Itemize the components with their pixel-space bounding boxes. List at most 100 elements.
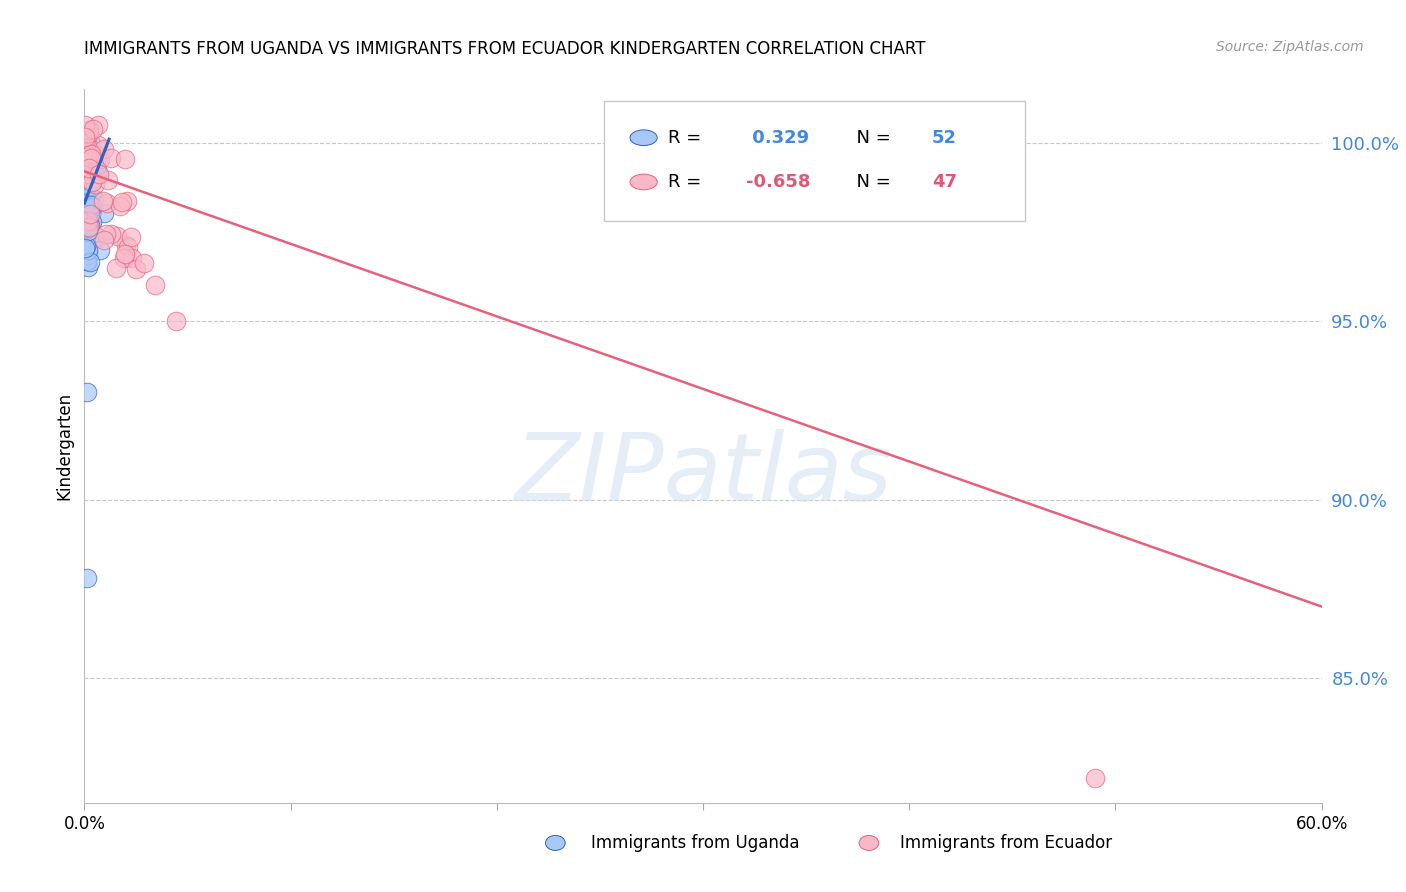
Circle shape: [859, 836, 879, 850]
Point: [76, 167, 98, 181]
Point: [86, 166, 108, 180]
Point: [76, 155, 98, 169]
Text: Immigrants from Uganda: Immigrants from Uganda: [591, 834, 799, 852]
Point: [82, 170, 104, 185]
Point: [77, 169, 100, 183]
Y-axis label: Kindergarten: Kindergarten: [55, 392, 73, 500]
Point: [80, 200, 103, 214]
Text: N =: N =: [845, 173, 897, 191]
Point: [77, 220, 100, 235]
Circle shape: [546, 836, 565, 850]
Point: [75, 196, 97, 211]
Point: [76, 385, 98, 400]
Point: [76, 253, 98, 268]
Point: [77, 243, 100, 257]
Point: [143, 277, 166, 292]
Point: [79, 207, 101, 221]
Point: [100, 151, 122, 165]
Point: [79, 151, 101, 165]
Point: [117, 240, 139, 254]
Text: R =: R =: [668, 173, 707, 191]
Text: ZIPatlas: ZIPatlas: [515, 429, 891, 520]
Point: [96, 196, 118, 211]
Point: [80, 192, 103, 206]
Point: [100, 227, 122, 242]
Text: -0.658: -0.658: [747, 173, 811, 191]
Point: [75, 147, 97, 161]
Point: [82, 122, 104, 136]
Point: [104, 261, 127, 276]
Point: [80, 174, 103, 188]
Point: [75, 127, 97, 141]
Point: [76, 224, 98, 238]
Point: [75, 182, 97, 196]
Point: [83, 192, 105, 206]
Point: [89, 244, 111, 258]
Point: [125, 261, 148, 276]
Point: [84, 177, 107, 191]
Circle shape: [630, 174, 657, 190]
Point: [76, 571, 98, 585]
Point: [75, 158, 97, 172]
Point: [165, 314, 187, 328]
FancyBboxPatch shape: [605, 102, 1025, 221]
Point: [82, 175, 104, 189]
Text: Immigrants from Ecuador: Immigrants from Ecuador: [900, 834, 1112, 852]
Point: [75, 171, 97, 186]
Point: [114, 246, 136, 260]
Point: [75, 239, 97, 253]
Point: [87, 138, 110, 153]
Point: [77, 260, 100, 275]
Point: [1084, 771, 1107, 785]
Point: [76, 145, 98, 159]
Point: [79, 255, 101, 269]
Point: [87, 148, 110, 162]
Point: [76, 136, 98, 150]
Point: [87, 118, 110, 132]
Point: [75, 130, 97, 145]
Text: 47: 47: [932, 173, 957, 191]
Point: [75, 219, 97, 234]
Point: [89, 152, 111, 166]
Point: [73, 204, 96, 219]
Point: [80, 146, 103, 161]
Point: [73, 219, 96, 234]
Point: [94, 227, 117, 242]
Point: [77, 126, 100, 140]
Text: 0.329: 0.329: [747, 128, 810, 146]
Point: [75, 145, 97, 160]
Point: [93, 142, 115, 156]
Point: [76, 206, 98, 220]
Point: [75, 191, 97, 205]
Point: [86, 229, 108, 244]
Text: 52: 52: [932, 128, 957, 146]
Point: [77, 248, 100, 262]
Text: N =: N =: [845, 128, 897, 146]
Point: [105, 228, 128, 243]
Point: [79, 218, 101, 232]
Point: [75, 118, 97, 132]
Point: [77, 199, 100, 213]
Text: R =: R =: [668, 128, 707, 146]
Point: [76, 155, 98, 169]
Point: [77, 161, 100, 175]
Point: [93, 233, 115, 247]
Point: [96, 173, 118, 187]
Point: [80, 215, 103, 229]
Point: [132, 255, 155, 269]
Point: [73, 198, 96, 212]
Point: [111, 194, 134, 209]
Point: [108, 199, 131, 213]
Point: [77, 214, 100, 228]
Point: [75, 132, 97, 146]
Text: Source: ZipAtlas.com: Source: ZipAtlas.com: [1216, 40, 1364, 54]
Point: [76, 177, 98, 191]
Point: [80, 198, 103, 212]
Point: [112, 251, 135, 265]
Circle shape: [630, 130, 657, 145]
Point: [115, 194, 138, 208]
Point: [76, 136, 98, 151]
Point: [82, 204, 104, 219]
Point: [73, 167, 96, 181]
Point: [76, 158, 98, 172]
